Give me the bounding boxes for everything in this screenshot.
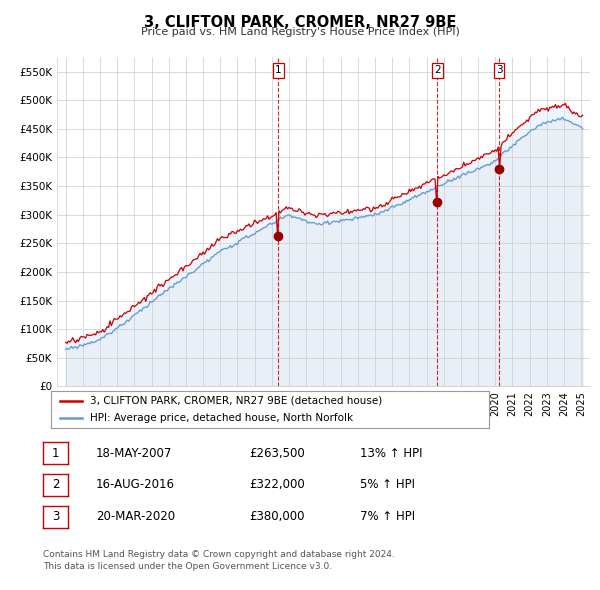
Text: 18-MAY-2007: 18-MAY-2007 <box>96 447 172 460</box>
Text: 7% ↑ HPI: 7% ↑ HPI <box>360 510 415 523</box>
Text: 13% ↑ HPI: 13% ↑ HPI <box>360 447 422 460</box>
Text: This data is licensed under the Open Government Licence v3.0.: This data is licensed under the Open Gov… <box>43 562 332 571</box>
Text: 1: 1 <box>52 447 59 460</box>
Text: 16-AUG-2016: 16-AUG-2016 <box>96 478 175 491</box>
Text: £380,000: £380,000 <box>249 510 305 523</box>
Text: 5% ↑ HPI: 5% ↑ HPI <box>360 478 415 491</box>
Text: 2: 2 <box>434 65 440 76</box>
Text: Price paid vs. HM Land Registry's House Price Index (HPI): Price paid vs. HM Land Registry's House … <box>140 27 460 37</box>
Text: 3, CLIFTON PARK, CROMER, NR27 9BE (detached house): 3, CLIFTON PARK, CROMER, NR27 9BE (detac… <box>91 396 383 406</box>
Text: 3: 3 <box>496 65 502 76</box>
Text: Contains HM Land Registry data © Crown copyright and database right 2024.: Contains HM Land Registry data © Crown c… <box>43 550 395 559</box>
Text: 2: 2 <box>52 478 59 491</box>
Text: 3: 3 <box>52 510 59 523</box>
Text: 1: 1 <box>275 65 281 76</box>
Text: 3, CLIFTON PARK, CROMER, NR27 9BE: 3, CLIFTON PARK, CROMER, NR27 9BE <box>144 15 456 30</box>
Text: HPI: Average price, detached house, North Norfolk: HPI: Average price, detached house, Nort… <box>91 414 353 424</box>
Text: 20-MAR-2020: 20-MAR-2020 <box>96 510 175 523</box>
Text: £322,000: £322,000 <box>249 478 305 491</box>
Text: £263,500: £263,500 <box>249 447 305 460</box>
